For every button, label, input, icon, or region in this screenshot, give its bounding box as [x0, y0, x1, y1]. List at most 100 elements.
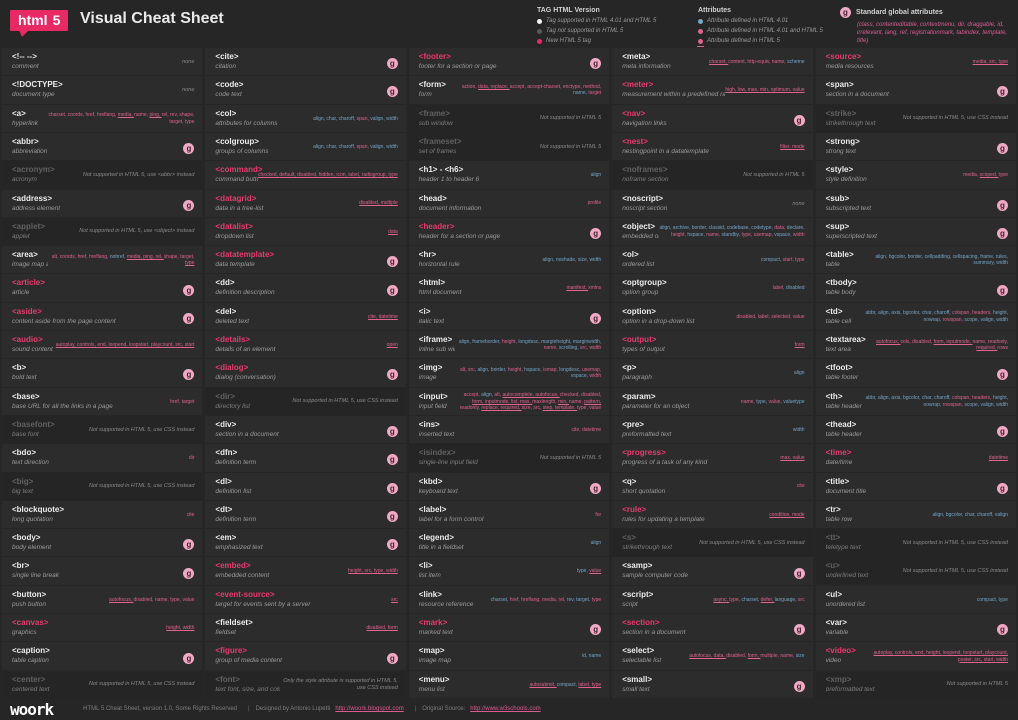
tag-attributes: media, scoped, type [963, 172, 1008, 179]
tag-entry: <abbr> abbreviation g [2, 132, 203, 161]
tag-attributes: height, width [166, 625, 194, 632]
tag-description: target for events sent by a server [215, 600, 311, 608]
tag-description: long quotation [12, 515, 53, 523]
attributes-none: none [182, 87, 195, 94]
attribute-name: value [589, 405, 602, 412]
attribute-name: min, [759, 87, 771, 94]
tag-entry-left: <nest> nestingpoint in a datatemplate [622, 136, 780, 158]
attribute-name: longdesc, [518, 338, 542, 345]
attribute-name: action, [461, 83, 479, 90]
attribute-name: name [588, 653, 602, 660]
footer-text-part: Designed by Antonio Lupetti [255, 706, 331, 712]
tag-name: <caption> [12, 646, 50, 656]
tag-description: abbreviation [12, 147, 48, 155]
tag-name: <isindex> [418, 448, 456, 458]
g-badge-icon: g [183, 652, 195, 664]
tag-entry: <source> media resources media, src, type [815, 48, 1016, 76]
tag-name: <dt> [215, 504, 233, 514]
attribute-name: width [589, 373, 602, 380]
tag-description: image map [418, 657, 451, 665]
tag-entry: <xmp> preformatted text Not supported in H… [815, 670, 1016, 698]
attribute-name: width [996, 656, 1008, 663]
g-badge-icon: g [386, 426, 398, 438]
tag-description: base URL for all the links in a page [12, 402, 113, 410]
tag-description: text font, size, and color [215, 685, 280, 693]
tag-entry: <base> base URL for all the links in a pa… [2, 387, 203, 415]
attribute-name: height, [926, 650, 943, 657]
tag-description: strikethrough text [622, 544, 673, 552]
g-badge-icon: g [996, 227, 1008, 239]
tag-name: <video> [825, 646, 856, 656]
attribute-name: cellspacing, [952, 253, 981, 260]
attribute-name: media, [117, 112, 135, 119]
tag-entry-left: <img> image [419, 362, 455, 384]
column-3: <footer> footer for a section or page g <fo… [408, 48, 610, 698]
tag-entry-right: g [183, 138, 195, 156]
tag-name: <th> [825, 391, 843, 401]
tag-entry-right: g [386, 53, 398, 71]
tag-entry: <big> big text Not supported in HTML 5, us… [2, 472, 203, 500]
g-badge-icon: g [386, 539, 398, 551]
attribute-name: value [792, 455, 805, 462]
tag-entry: <nest> nestingpoint in a datatemplate filt… [612, 132, 813, 161]
tag-name: <meter> [622, 80, 654, 90]
tag-entry: <audio> sound content autoplay, controls, … [2, 331, 203, 359]
tag-name: <menu> [418, 674, 450, 684]
attribute-name: name, [706, 231, 722, 238]
tag-entry-left: <progress> progress of a task of any kind [622, 447, 780, 469]
tag-description: rules for updating a template [622, 515, 705, 523]
g-badge-icon: g [996, 199, 1008, 211]
attribute-name: autofocus, [109, 596, 134, 603]
attribute-name: archive, [672, 225, 692, 232]
tag-entry-left: <col> attributes for columns [215, 108, 313, 130]
tag-name: <input> [418, 391, 448, 401]
tag-attributes: align [794, 370, 805, 377]
attribute-name: for [595, 511, 602, 518]
tag-attributes: name, type, value, valuetype [741, 399, 805, 406]
tag-name: <area> [12, 250, 38, 260]
attribute-name: media, [542, 596, 559, 603]
tag-entry-left: <span> section in a document [826, 79, 997, 101]
footer-link[interactable]: http://www.w3schools.com [470, 706, 541, 712]
attribute-name: multiple [380, 200, 398, 207]
tag-name: <footer> [418, 52, 451, 61]
tag-entry-left: <meta> meta information [622, 51, 709, 73]
attribute-name: src [391, 596, 398, 603]
tag-entry-left: <address> address element [12, 193, 183, 215]
legend-dot-icon [697, 38, 704, 47]
tag-entry-right: g [996, 619, 1008, 637]
g-badge-icon: g [793, 567, 805, 579]
attribute-name: method, [583, 83, 602, 90]
legend-tag-version-items: Tag supported in HTML 4.01 and HTML 5 Tag… [537, 17, 656, 45]
tag-entry-right: g [996, 364, 1008, 382]
attribute-name: size [795, 653, 805, 660]
tag-entry: <mark> marked text g [408, 614, 610, 642]
tag-entry-left: <isindex> single-line input field [419, 447, 540, 469]
attribute-name: disabled [785, 285, 805, 292]
attribute-name: rows [997, 345, 1008, 352]
attribute-name: href, [509, 596, 522, 603]
tag-entry: <dt> definition term g [205, 500, 406, 529]
attribute-name: form [387, 624, 398, 631]
attribute-name: width [996, 401, 1008, 408]
tag-entry-left: <i> italic text [419, 306, 590, 328]
tag-entry-left: <footer> footer for a section or page [419, 51, 590, 73]
attribute-name: bgcolor, [902, 395, 922, 402]
tag-entry-right: g [590, 619, 602, 637]
attribute-name: async, [713, 596, 730, 603]
tag-entry: <acronym> acronym Not supported in HTML 5,… [2, 161, 203, 189]
tag-description: noframe section [622, 176, 669, 184]
attribute-name: scope, [964, 401, 981, 408]
attribute-name: form, [747, 653, 761, 660]
attribute-name: disabled, [366, 624, 388, 631]
tag-entry: <footer> footer for a section or page g [408, 48, 610, 76]
tag-entry: <param> parameter for an object name, type… [612, 387, 813, 415]
tag-description: groups of columns [215, 147, 269, 155]
footer-link[interactable]: http://woork.blogspot.com [335, 706, 404, 712]
attribute-name: pattern, [584, 398, 602, 405]
attribute-name: type, [577, 568, 590, 575]
tag-entry-right: g [996, 81, 1008, 99]
tag-entry-right: g [183, 364, 195, 382]
attribute-name: target, [576, 596, 592, 603]
tag-entry-left: <acronym> acronym [12, 164, 83, 186]
